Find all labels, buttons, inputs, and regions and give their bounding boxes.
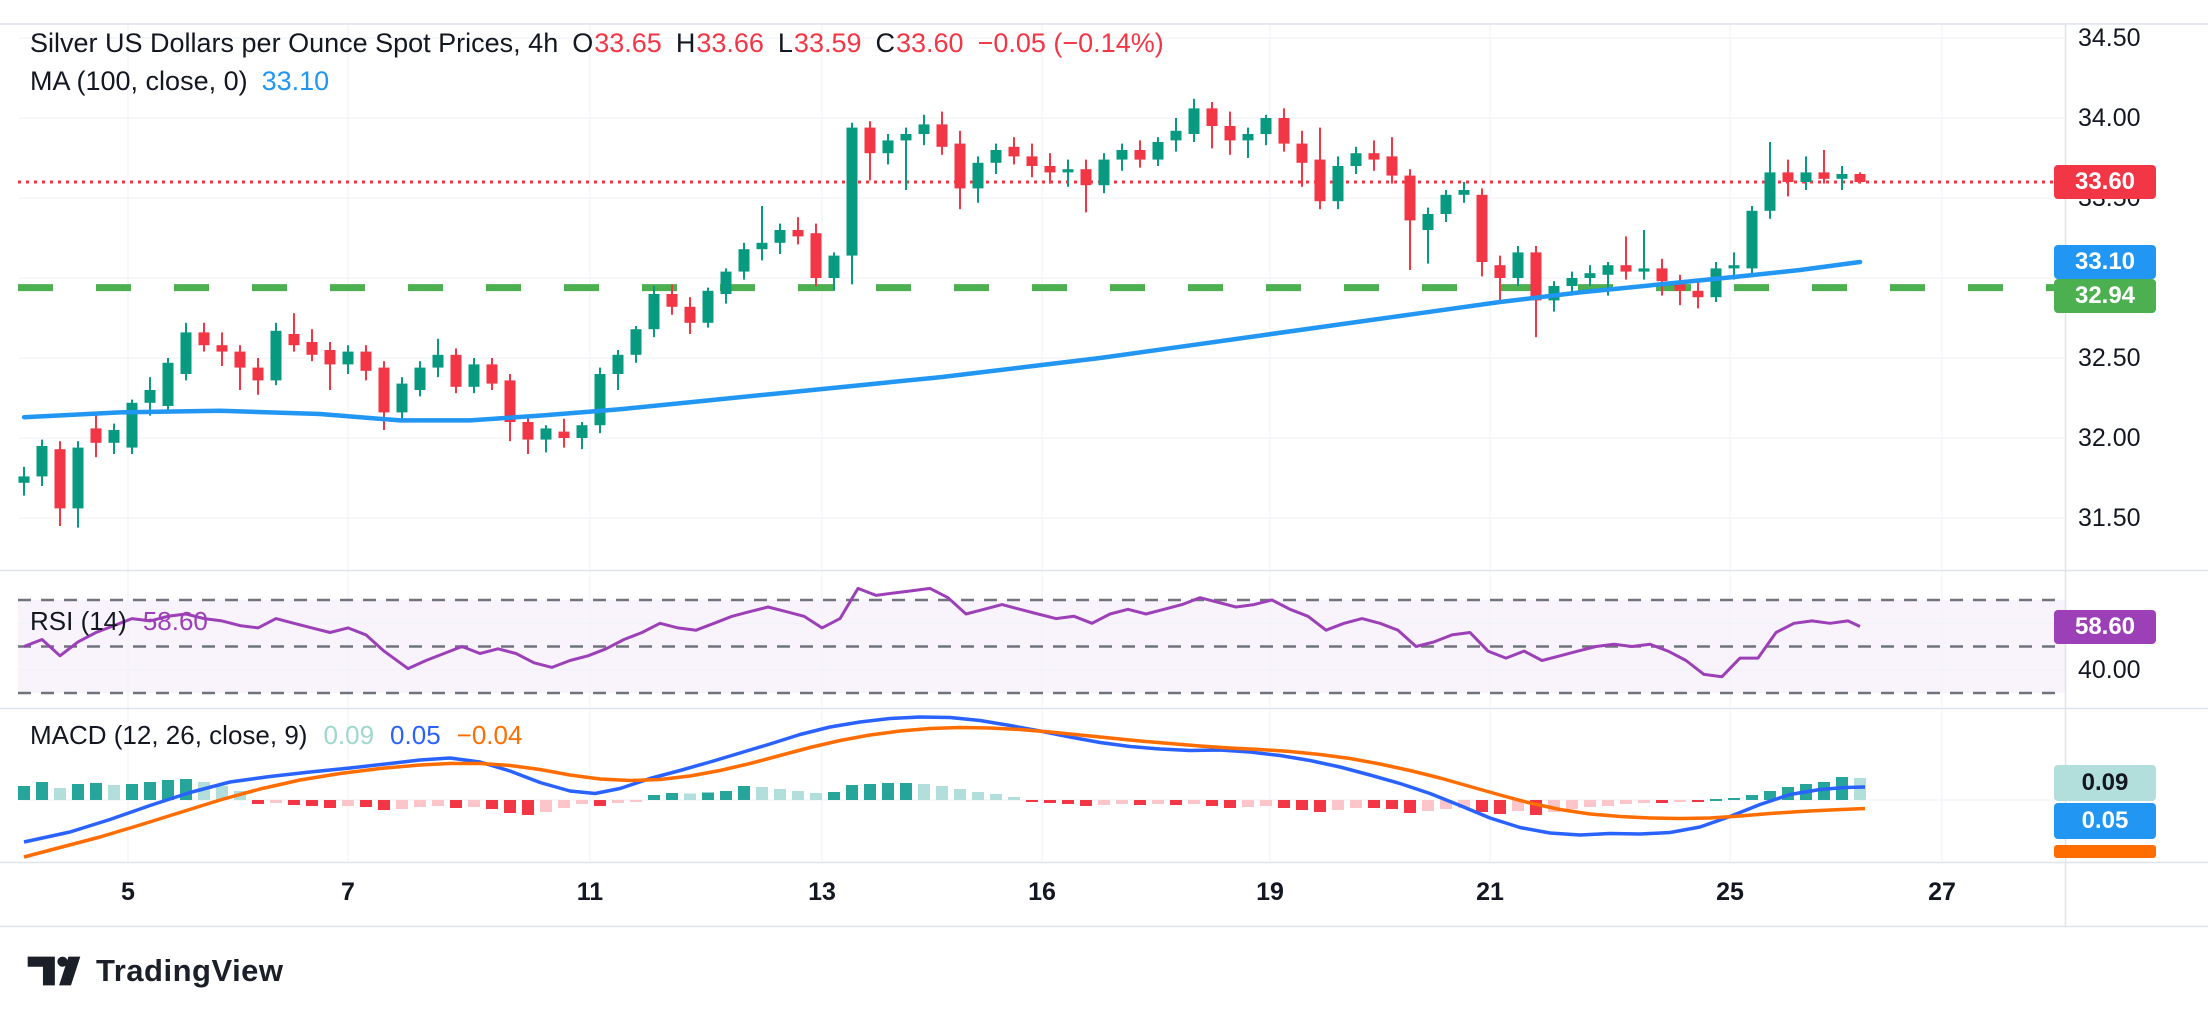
candlestick-series: [18, 98, 1866, 528]
rsi-line[interactable]: [23, 586, 1861, 679]
macd-line[interactable]: [23, 715, 1866, 844]
panel-dividers: [0, 23, 2208, 928]
ma100-line[interactable]: [21, 259, 1863, 423]
macd-signal-line[interactable]: [23, 725, 1866, 859]
gridlines: [18, 24, 2065, 862]
macd-histogram: [18, 777, 1866, 815]
